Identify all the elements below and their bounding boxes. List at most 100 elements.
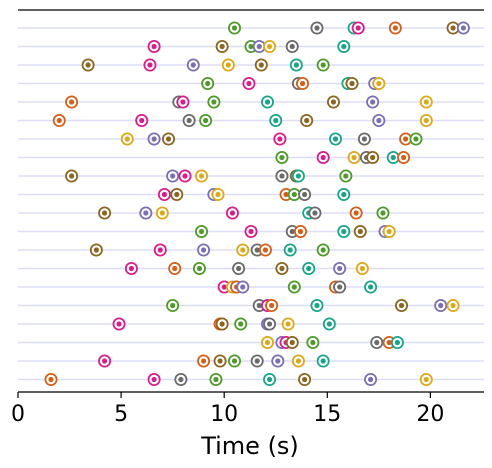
data-point: [98, 206, 112, 220]
data-point: [409, 132, 423, 146]
data-point: [364, 280, 378, 294]
data-point: [263, 372, 277, 386]
data-point: [419, 372, 433, 386]
data-point: [372, 77, 386, 91]
data-point: [351, 21, 365, 35]
data-point: [263, 40, 277, 54]
data-point: [446, 298, 460, 312]
data-point: [296, 77, 310, 91]
data-point: [186, 58, 200, 72]
data-point: [254, 58, 268, 72]
data-point: [347, 150, 361, 164]
data-point: [213, 354, 227, 368]
data-point: [199, 114, 213, 128]
data-point: [275, 150, 289, 164]
data-point: [176, 95, 190, 109]
x-tick-label: 0: [11, 402, 25, 427]
data-point: [236, 243, 250, 257]
data-point: [316, 243, 330, 257]
x-tick-label: 5: [114, 402, 128, 427]
data-point: [135, 114, 149, 128]
data-point: [316, 150, 330, 164]
data-point: [287, 280, 301, 294]
data-point: [162, 132, 176, 146]
data-point: [157, 187, 171, 201]
data-point: [260, 95, 274, 109]
data-point: [390, 335, 404, 349]
data-point: [225, 206, 239, 220]
data-point: [345, 77, 359, 91]
data-point: [209, 372, 223, 386]
data-point: [155, 206, 169, 220]
data-point: [366, 95, 380, 109]
data-point: [120, 132, 134, 146]
data-point: [166, 298, 180, 312]
data-point: [306, 335, 320, 349]
data-point: [329, 132, 343, 146]
data-point: [166, 169, 180, 183]
data-point: [337, 187, 351, 201]
data-point: [395, 298, 409, 312]
data-point: [244, 224, 258, 238]
data-point: [333, 280, 347, 294]
data-point: [81, 58, 95, 72]
data-point: [291, 169, 305, 183]
data-point: [310, 298, 324, 312]
data-point: [376, 206, 390, 220]
data-point: [258, 243, 272, 257]
data-point: [293, 224, 307, 238]
data-point: [215, 317, 229, 331]
data-point: [228, 21, 242, 35]
data-markers: [44, 21, 470, 386]
data-point: [195, 224, 209, 238]
data-point: [364, 372, 378, 386]
data-point: [52, 114, 66, 128]
data-point: [124, 261, 138, 275]
data-point: [298, 187, 312, 201]
x-tick-label: 10: [210, 402, 238, 427]
data-point: [446, 21, 460, 35]
data-point: [386, 150, 400, 164]
data-point: [112, 317, 126, 331]
data-point: [456, 21, 470, 35]
data-point: [310, 21, 324, 35]
data-point: [207, 95, 221, 109]
data-point: [242, 77, 256, 91]
data-point: [232, 261, 246, 275]
data-point: [153, 243, 167, 257]
data-point: [236, 280, 250, 294]
data-point: [300, 114, 314, 128]
data-point: [211, 187, 225, 201]
data-point: [174, 372, 188, 386]
data-point: [289, 58, 303, 72]
data-point: [283, 243, 297, 257]
data-point: [250, 354, 264, 368]
data-point: [285, 40, 299, 54]
data-point: [221, 58, 235, 72]
data-point: [419, 95, 433, 109]
data-point: [316, 58, 330, 72]
data-point: [434, 298, 448, 312]
data-point: [287, 187, 301, 201]
data-point: [271, 354, 285, 368]
data-point: [260, 335, 274, 349]
data-point: [366, 150, 380, 164]
data-point: [182, 114, 196, 128]
data-point: [355, 261, 369, 275]
data-point: [419, 114, 433, 128]
data-point: [326, 95, 340, 109]
data-point: [65, 95, 79, 109]
data-point: [178, 169, 192, 183]
data-point: [337, 224, 351, 238]
data-point: [353, 224, 367, 238]
x-tick-label: 20: [416, 402, 444, 427]
data-point: [98, 354, 112, 368]
data-point: [322, 317, 336, 331]
data-point: [370, 335, 384, 349]
data-point: [197, 243, 211, 257]
data-point: [316, 354, 330, 368]
data-point: [275, 169, 289, 183]
data-point: [382, 224, 396, 238]
data-point: [263, 317, 277, 331]
data-point: [397, 150, 411, 164]
